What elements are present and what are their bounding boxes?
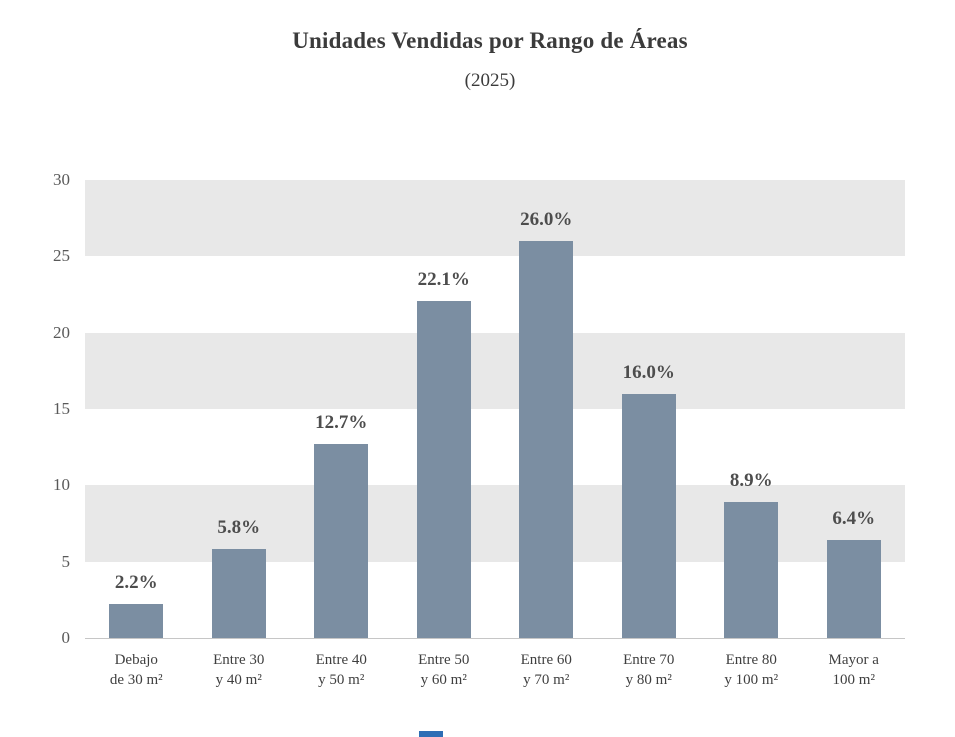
x-axis-label-line: Mayor a <box>828 652 879 668</box>
y-tick-label: 20 <box>53 322 70 342</box>
x-axis-label-line: y 60 m² <box>420 672 467 688</box>
bar <box>416 300 471 638</box>
x-axis-label: Entre 80 y 100 m² <box>700 650 803 690</box>
bar <box>519 241 574 638</box>
x-axis: Debajo de 30 m² Entre 30 y 40 m² Entre 40 y 5… <box>85 650 905 690</box>
x-axis-label-line: Entre 60 <box>520 652 572 668</box>
bar-column: 6.4% <box>803 180 906 638</box>
bar-value-label: 12.7% <box>315 412 368 434</box>
bottom-blue-artifact <box>419 731 443 737</box>
x-axis-label-line: Entre 30 <box>213 652 265 668</box>
bar-value-label: 2.2% <box>114 572 158 594</box>
bar <box>314 444 369 638</box>
plot-area: 2.2% 5.8% 12.7% 22.1% 26.0% 16.0% 8.9% 6.4% <box>85 180 905 639</box>
x-axis-label-line: Entre 40 <box>315 652 367 668</box>
bar-value-label: 5.8% <box>217 517 261 539</box>
bar-column: 26.0% <box>495 180 598 638</box>
x-axis-label-line: y 70 m² <box>523 672 570 688</box>
y-tick-label: 25 <box>53 246 70 266</box>
x-axis-label-line: y 100 m² <box>724 672 779 688</box>
x-axis-label: Entre 30 y 40 m² <box>188 650 291 690</box>
bar-column: 22.1% <box>393 180 496 638</box>
x-axis-label-line: Entre 80 <box>725 652 777 668</box>
x-axis-label-line: de 30 m² <box>109 672 163 688</box>
x-axis-label-line: y 50 m² <box>318 672 365 688</box>
x-axis-label-line: y 80 m² <box>625 672 672 688</box>
bar-column: 2.2% <box>85 180 188 638</box>
y-axis: 0 5 10 15 20 25 30 <box>15 170 71 647</box>
x-axis-label: Entre 40 y 50 m² <box>290 650 393 690</box>
bar-value-label: 16.0% <box>622 361 675 383</box>
x-axis-label: Entre 70 y 80 m² <box>598 650 701 690</box>
x-axis-label-line: Entre 70 <box>623 652 675 668</box>
bar-value-label: 22.1% <box>417 268 470 290</box>
y-tick-label: 0 <box>61 628 71 647</box>
y-tick-label: 5 <box>61 551 71 571</box>
y-tick-label: 10 <box>53 475 70 495</box>
bar <box>724 502 779 638</box>
bar <box>621 393 676 638</box>
bar-column: 5.8% <box>188 180 291 638</box>
chart-title: Unidades Vendidas por Rango de Áreas <box>292 28 688 53</box>
bar-value-label: 26.0% <box>520 209 573 231</box>
y-tick-label: 30 <box>53 170 70 189</box>
bar-column: 8.9% <box>700 180 803 638</box>
x-axis-label: Entre 50 y 60 m² <box>393 650 496 690</box>
x-axis-label: Debajo de 30 m² <box>85 650 188 690</box>
x-axis-label: Entre 60 y 70 m² <box>495 650 598 690</box>
bar <box>211 549 266 638</box>
x-axis-label: Mayor a 100 m² <box>803 650 906 690</box>
bar-column: 12.7% <box>290 180 393 638</box>
bar <box>826 540 881 638</box>
bar <box>109 604 164 638</box>
y-tick-label: 15 <box>53 399 70 418</box>
chart-subtitle: (2025) <box>464 70 516 91</box>
bar-column: 16.0% <box>598 180 701 638</box>
grid-band <box>85 332 905 409</box>
x-axis-label-line: Debajo <box>114 652 158 668</box>
bar-columns: 2.2% 5.8% 12.7% 22.1% 26.0% 16.0% 8.9% 6.4% <box>85 180 905 638</box>
bar-value-label: 8.9% <box>729 470 773 492</box>
x-axis-label-line: y 40 m² <box>215 672 262 688</box>
x-axis-label-line: 100 m² <box>832 672 875 688</box>
x-axis-label-line: Entre 50 <box>418 652 470 668</box>
grid-band <box>85 180 905 257</box>
bar-value-label: 6.4% <box>832 508 876 530</box>
